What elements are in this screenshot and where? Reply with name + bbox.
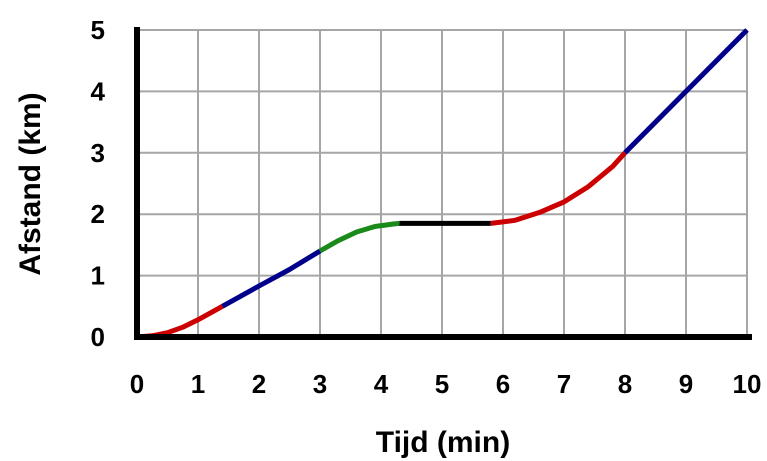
series-lines [136, 28, 749, 340]
x-tick-label: 4 [374, 369, 389, 399]
y-tick-label: 2 [91, 199, 105, 229]
x-tick-label: 7 [557, 369, 571, 399]
x-tick-labels: 0 1 2 3 4 5 6 7 8 9 10 [130, 369, 762, 399]
series-segment-2 [221, 248, 322, 309]
x-tick-label: 9 [679, 369, 693, 399]
y-tick-label: 4 [91, 76, 106, 106]
x-tick-label: 0 [130, 369, 144, 399]
x-tick-label: 2 [252, 369, 266, 399]
x-tick-label: 1 [191, 369, 205, 399]
x-axis-title: Tijd (min) [376, 426, 510, 459]
y-tick-label: 5 [91, 15, 105, 45]
x-tick-label: 8 [618, 369, 632, 399]
series-segment-5 [490, 151, 627, 226]
y-tick-label: 0 [91, 322, 105, 352]
series-segment-6 [623, 28, 749, 155]
y-tick-label: 3 [91, 138, 105, 168]
x-tick-label: 3 [313, 369, 327, 399]
axes [134, 27, 752, 340]
grid [136, 29, 748, 338]
y-axis-title: Afstand (km) [14, 92, 47, 275]
y-tick-label: 1 [91, 261, 105, 291]
series-segment-3 [318, 220, 400, 254]
x-tick-label: 6 [496, 369, 510, 399]
x-tick-label: 5 [435, 369, 449, 399]
series-segment-1 [136, 304, 224, 340]
y-tick-labels: 0 1 2 3 4 5 [91, 15, 106, 352]
x-tick-label: 10 [733, 369, 762, 399]
